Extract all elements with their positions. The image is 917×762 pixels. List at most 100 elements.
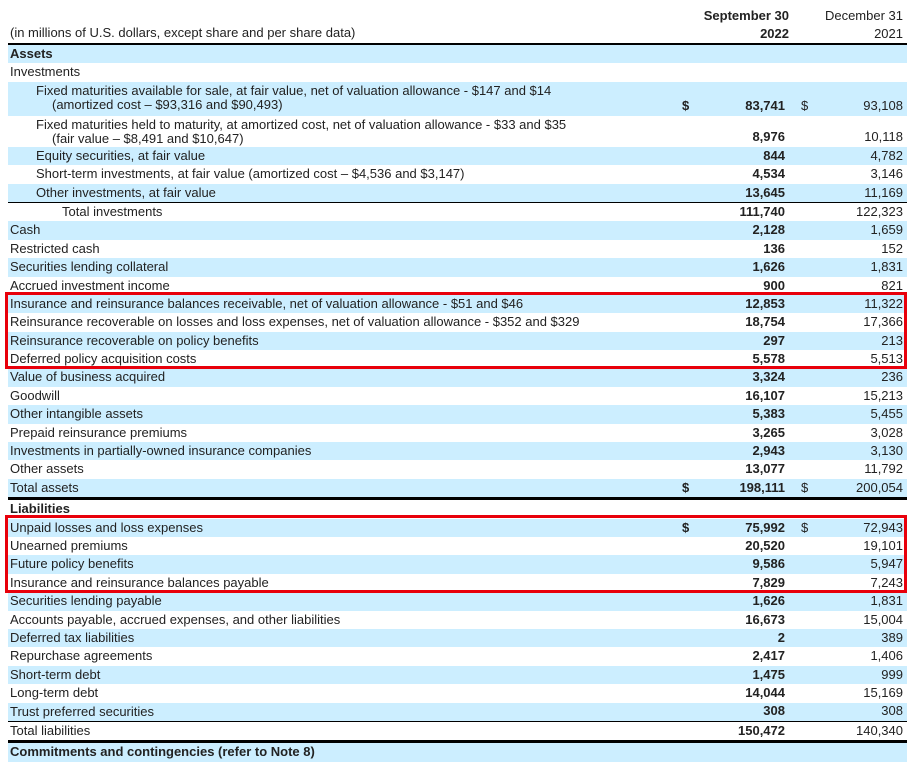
value-sep-2022: 4,534 bbox=[752, 166, 785, 182]
value-dec-2021: 308 bbox=[881, 703, 903, 719]
value-sep-2022: 900 bbox=[763, 277, 785, 293]
value-sep-2022: 5,578 bbox=[752, 351, 785, 367]
row-label: Reinsurance recoverable on losses and lo… bbox=[10, 313, 579, 331]
table-row: Investments in partially-owned insurance… bbox=[8, 442, 907, 461]
table-row: Other assets 13,077 11,792 bbox=[8, 460, 907, 478]
value-sep-2022: 7,829 bbox=[752, 574, 785, 590]
table-row: Liabilities bbox=[8, 500, 907, 518]
value-dec-2021: 5,947 bbox=[870, 556, 903, 572]
balance-sheet-table: (in millions of U.S. dollars, except sha… bbox=[8, 0, 907, 762]
row-label-text: Future policy benefits bbox=[10, 556, 134, 572]
table-row: Value of business acquired 3,324 236 bbox=[8, 368, 907, 387]
row-label-text: Insurance and reinsurance balances recei… bbox=[10, 295, 524, 311]
value-dec-2021: 999 bbox=[881, 666, 903, 682]
table-row: Investments bbox=[8, 63, 907, 81]
row-label: Restricted cash bbox=[10, 240, 100, 258]
table-row: Short-term investments, at fair value (a… bbox=[8, 165, 907, 183]
table-row: Unearned premiums 20,520 19,101 bbox=[8, 537, 907, 555]
row-label: Other intangible assets bbox=[10, 405, 143, 423]
row-label-text: Unpaid losses and loss expenses bbox=[10, 519, 203, 535]
row-label-text: Repurchase agreements bbox=[10, 648, 153, 664]
table-row: Accounts payable, accrued expenses, and … bbox=[8, 611, 907, 629]
column-header-year: 2021 bbox=[874, 26, 903, 41]
column-header-date: September 30 bbox=[703, 8, 789, 23]
table-row: Total assets $ $198,111 200,054 bbox=[8, 478, 907, 501]
value-sep-2022: 5,383 bbox=[752, 406, 785, 422]
value-sep-2022: 1,626 bbox=[752, 259, 785, 275]
row-label: Value of business acquired bbox=[10, 368, 165, 386]
value-dec-2021: 5,455 bbox=[870, 406, 903, 422]
row-label: Commitments and contingencies (refer to … bbox=[10, 743, 315, 761]
value-dec-2021: 122,323 bbox=[856, 203, 903, 219]
currency-symbol: $ bbox=[801, 98, 809, 114]
value-dec-2021: 200,054 bbox=[856, 479, 903, 495]
value-sep-2022: 2,128 bbox=[752, 222, 785, 238]
table-row: Total liabilities 150,472 140,340 bbox=[8, 720, 907, 744]
table-row: Deferred policy acquisition costs 5,578 5,… bbox=[8, 350, 907, 368]
row-label-text: Total investments bbox=[62, 203, 163, 219]
row-label-text: Short-term debt bbox=[10, 666, 101, 682]
row-label: Unearned premiums bbox=[10, 537, 128, 555]
value-dec-2021: 1,831 bbox=[870, 593, 903, 609]
value-sep-2022: 844 bbox=[763, 147, 785, 163]
currency-symbol: $ bbox=[801, 519, 809, 535]
value-sep-2022: 150,472 bbox=[738, 722, 785, 738]
value-dec-2021: 1,831 bbox=[870, 259, 903, 275]
value-sep-2022: 198,111 bbox=[739, 479, 785, 495]
value-dec-2021: 11,792 bbox=[864, 461, 903, 477]
currency-symbol: $ bbox=[682, 479, 690, 495]
row-label-text: Fixed maturities held to maturity, at am… bbox=[36, 116, 567, 132]
row-label: Other assets bbox=[10, 460, 84, 478]
row-label-text: Deferred policy acquisition costs bbox=[10, 351, 197, 367]
row-label-text: Investments in partially-owned insurance… bbox=[10, 443, 312, 459]
row-label-text: Other investments, at fair value bbox=[36, 184, 216, 200]
value-dec-2021: 11,169 bbox=[864, 184, 903, 200]
table-row: Total investments 111,740 122,323 bbox=[8, 201, 907, 221]
row-label-continuation: (fair value – $8,491 and $10,647) bbox=[52, 130, 244, 146]
row-label-text: Value of business acquired bbox=[10, 369, 166, 385]
row-label-text: Securities lending collateral bbox=[10, 259, 169, 275]
value-dec-2021: 10,118 bbox=[864, 129, 903, 145]
row-label: Securities lending collateral bbox=[10, 258, 168, 276]
value-dec-2021: 19,101 bbox=[863, 537, 903, 553]
table-row: Restricted cash 136 152 bbox=[8, 240, 907, 258]
value-sep-2022: 297 bbox=[763, 332, 785, 348]
row-label-text: Cash bbox=[10, 222, 41, 238]
row-label: Investments bbox=[10, 63, 80, 81]
row-label-text: Accrued investment income bbox=[10, 277, 170, 293]
value-sep-2022: 2 bbox=[777, 629, 785, 645]
column-header-year: 2022 bbox=[760, 26, 789, 41]
row-label: Goodwill bbox=[10, 387, 60, 405]
row-label: Assets bbox=[10, 45, 53, 63]
row-label-text: Reinsurance recoverable on losses and lo… bbox=[10, 314, 580, 330]
row-label: Accounts payable, accrued expenses, and … bbox=[10, 611, 340, 629]
value-dec-2021: 821 bbox=[881, 277, 903, 293]
table-row: Future policy benefits 9,586 5,947 bbox=[8, 555, 907, 574]
column-header-dec-2021: December 31 2021 bbox=[825, 7, 903, 43]
row-label: Deferred tax liabilities bbox=[10, 629, 134, 647]
value-sep-2022: 14,044 bbox=[745, 685, 785, 701]
row-label: Prepaid reinsurance premiums bbox=[10, 424, 187, 442]
table-row: Trust preferred securities 308 308 bbox=[8, 702, 907, 721]
table-row: Securities lending payable 1,626 1,831 bbox=[8, 592, 907, 611]
row-label: Insurance and reinsurance balances recei… bbox=[10, 295, 523, 313]
value-dec-2021: 3,146 bbox=[870, 166, 903, 182]
value-sep-2022: 18,754 bbox=[745, 314, 785, 330]
value-dec-2021: 7,243 bbox=[870, 574, 903, 590]
value-dec-2021: 152 bbox=[881, 240, 903, 256]
row-label: Securities lending payable bbox=[10, 592, 162, 610]
row-label-text: Other assets bbox=[10, 461, 84, 477]
row-label-text: Long-term debt bbox=[10, 685, 99, 701]
value-sep-2022: 111,740 bbox=[739, 203, 785, 219]
row-label-text: Total liabilities bbox=[10, 722, 91, 738]
value-dec-2021: 15,169 bbox=[863, 685, 903, 701]
value-sep-2022: 3,265 bbox=[752, 424, 785, 440]
table-row: Insurance and reinsurance balances payab… bbox=[8, 574, 907, 592]
row-label: Short-term debt bbox=[10, 666, 100, 684]
table-row: Unpaid losses and loss expenses $ $75,992 7… bbox=[8, 518, 907, 537]
row-label: Trust preferred securities bbox=[10, 703, 154, 721]
value-dec-2021: 15,213 bbox=[863, 387, 903, 403]
row-label-text: Fixed maturities available for sale, at … bbox=[36, 82, 552, 98]
row-label-text: Liabilities bbox=[10, 501, 70, 517]
value-sep-2022: 16,107 bbox=[745, 387, 785, 403]
